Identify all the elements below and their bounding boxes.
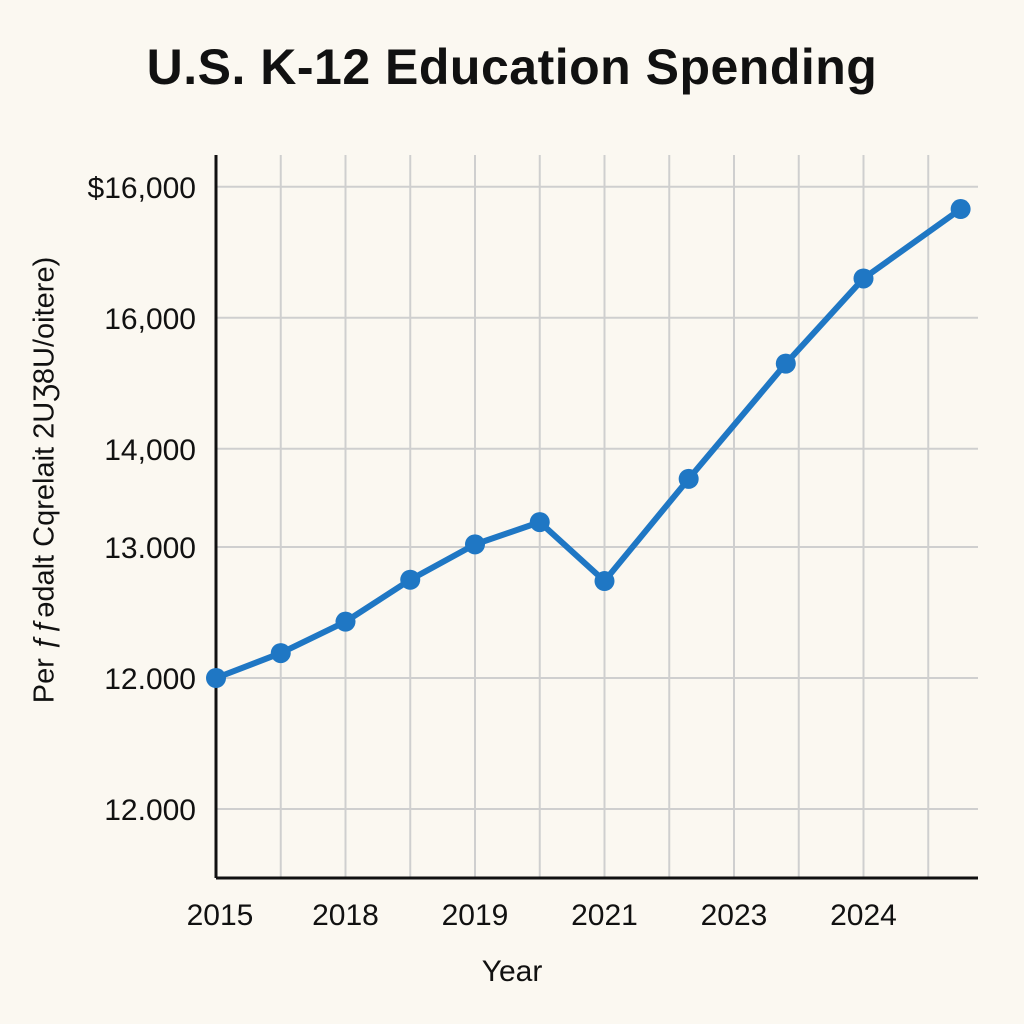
x-tick-label: 2019 [442,899,509,932]
chart-title: U.S. K-12 Education Spending [146,39,878,95]
data-point [594,571,615,592]
series-line [213,206,964,681]
data-point [529,512,550,533]
data-point [678,468,699,489]
data-point [400,569,421,590]
y-tick-label: 12.000 [104,794,196,827]
data-point [206,668,226,688]
x-tick-label: 2015 [187,899,254,932]
data-point [775,353,796,374]
y-tick-label: 12.000 [104,663,196,696]
y-tick-label: 16,000 [104,303,196,336]
y-tick-label: 13.000 [104,532,196,565]
x-tick-label: 2024 [830,899,897,932]
y-tick-label: $16,000 [88,172,196,205]
y-tick-label: 14,000 [104,434,196,467]
x-axis-label: Year [481,955,543,988]
x-tick-label: 2018 [312,899,379,932]
data-point [270,643,291,664]
x-tick-label: 2023 [701,899,768,932]
data-point [465,534,485,555]
data-point [853,268,874,289]
data-point [950,199,971,220]
x-tick-label: 2021 [571,899,638,932]
data-point [335,611,356,632]
